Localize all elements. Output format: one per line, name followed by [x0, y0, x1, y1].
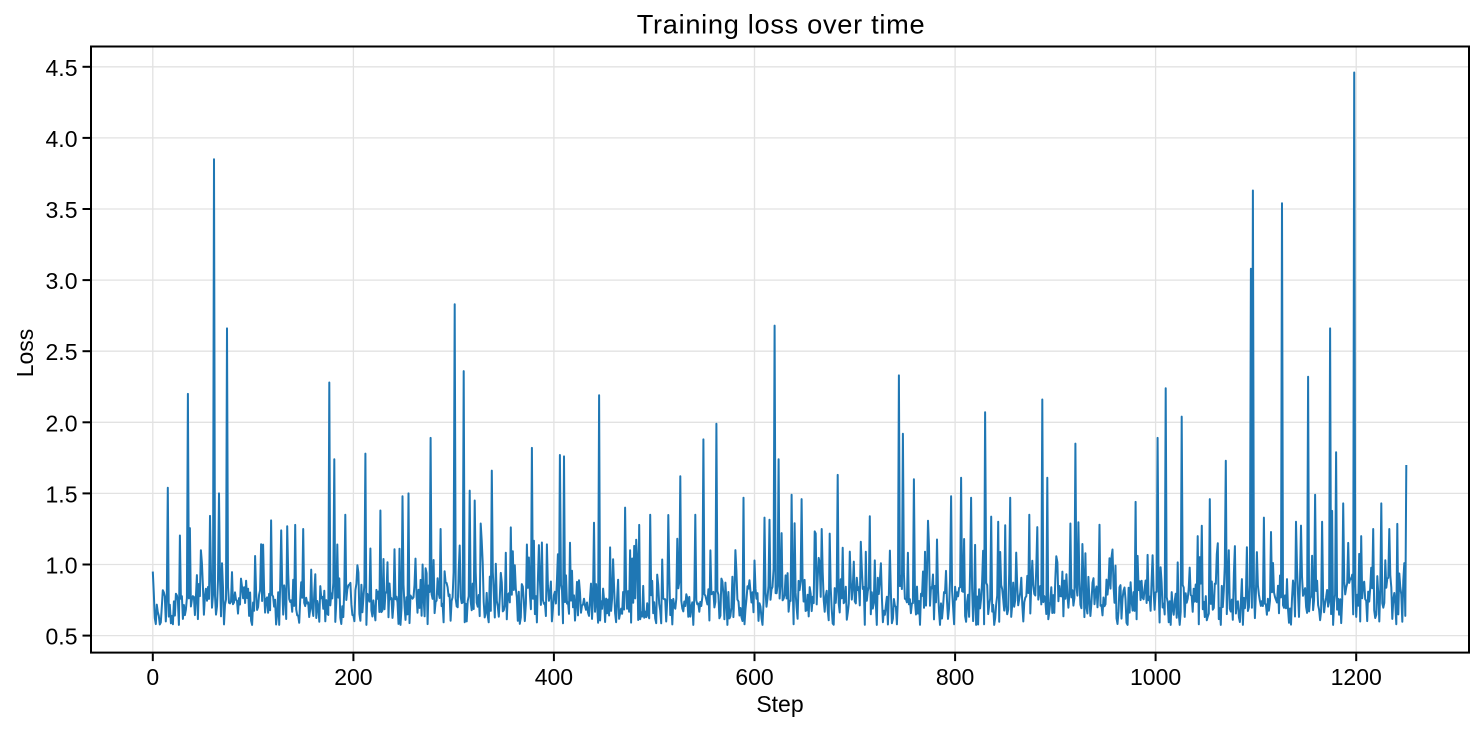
- svg-text:600: 600: [735, 664, 773, 690]
- svg-text:4.0: 4.0: [46, 126, 78, 152]
- svg-text:0: 0: [146, 664, 159, 690]
- svg-text:1.0: 1.0: [46, 553, 78, 579]
- svg-text:0.5: 0.5: [46, 624, 78, 650]
- svg-text:3.0: 3.0: [46, 268, 78, 294]
- svg-text:Step: Step: [756, 691, 803, 717]
- svg-text:1200: 1200: [1331, 664, 1382, 690]
- svg-text:400: 400: [535, 664, 573, 690]
- svg-text:2.5: 2.5: [46, 339, 78, 365]
- svg-text:800: 800: [936, 664, 974, 690]
- svg-text:Training loss over time: Training loss over time: [637, 9, 926, 40]
- svg-text:2.0: 2.0: [46, 410, 78, 436]
- svg-text:200: 200: [334, 664, 372, 690]
- svg-text:1000: 1000: [1130, 664, 1181, 690]
- svg-text:Loss: Loss: [12, 329, 38, 378]
- svg-text:4.5: 4.5: [46, 55, 78, 81]
- svg-text:1.5: 1.5: [46, 481, 78, 507]
- svg-text:3.5: 3.5: [46, 197, 78, 223]
